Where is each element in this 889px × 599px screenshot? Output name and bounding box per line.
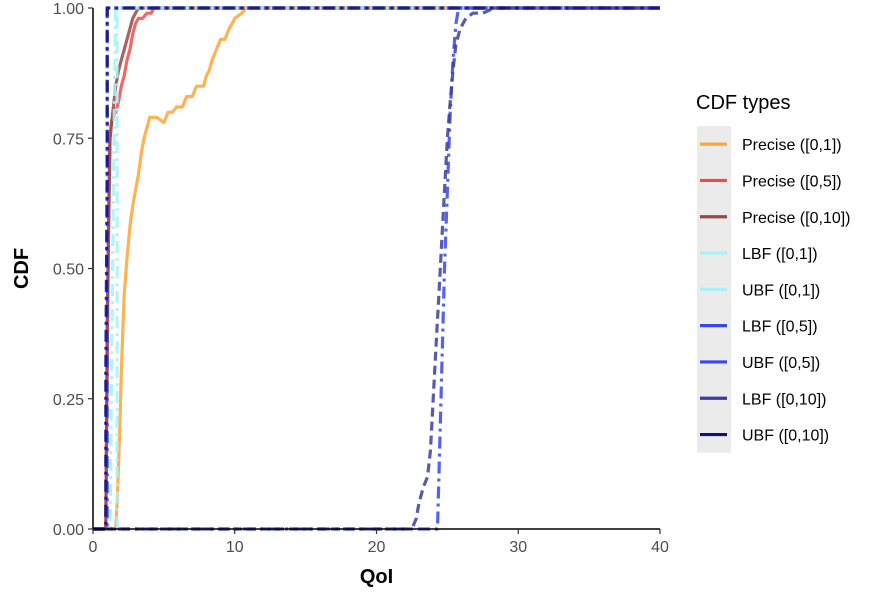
legend-label-7: UBF ([0,5]) [742, 355, 820, 372]
series-line-2 [93, 6, 660, 531]
legend-label-8: LBF ([0,10]) [742, 391, 826, 408]
y-tick-label: 0.50 [53, 262, 84, 279]
series-line-9 [93, 6, 660, 531]
x-tick-label: 30 [509, 539, 527, 556]
legend: CDF types Precise ([0,1]) Precise ([0,5])… [696, 92, 850, 453]
x-tick-label: 20 [368, 539, 386, 556]
legend-label-6: LBF ([0,5]) [742, 319, 818, 336]
plot-area [93, 6, 660, 531]
y-tick-label: 0.25 [53, 392, 84, 409]
legend-label-1: Precise ([0,1]) [742, 137, 842, 154]
legend-label-5: UBF ([0,1]) [742, 282, 820, 299]
x-tick-label: 40 [651, 539, 669, 556]
series-line-6 [93, 6, 660, 531]
x-tick-label: 10 [226, 539, 244, 556]
series-line-3 [93, 6, 660, 531]
x-axis-title: QoI [360, 566, 393, 588]
ticks: 0 10 20 30 40 0.00 0.25 0.50 0.75 1.00 [53, 1, 669, 556]
series-line-7 [93, 6, 660, 531]
series-line-5 [93, 6, 660, 531]
x-tick-label: 0 [89, 539, 98, 556]
series-line-8 [93, 6, 660, 531]
legend-label-2: Precise ([0,5]) [742, 173, 842, 190]
series-line-1 [93, 6, 660, 531]
legend-title: CDF types [696, 92, 790, 114]
y-tick-label: 1.00 [53, 1, 84, 18]
legend-label-3: Precise ([0,10]) [742, 210, 850, 227]
y-axis-title: CDF [11, 248, 33, 289]
legend-label-9: UBF ([0,10]) [742, 428, 829, 445]
axes [92, 8, 660, 530]
y-tick-label: 0.75 [53, 131, 84, 148]
y-tick-label: 0.00 [53, 522, 84, 539]
legend-label-4: LBF ([0,1]) [742, 246, 818, 263]
series-line-4 [93, 6, 660, 531]
